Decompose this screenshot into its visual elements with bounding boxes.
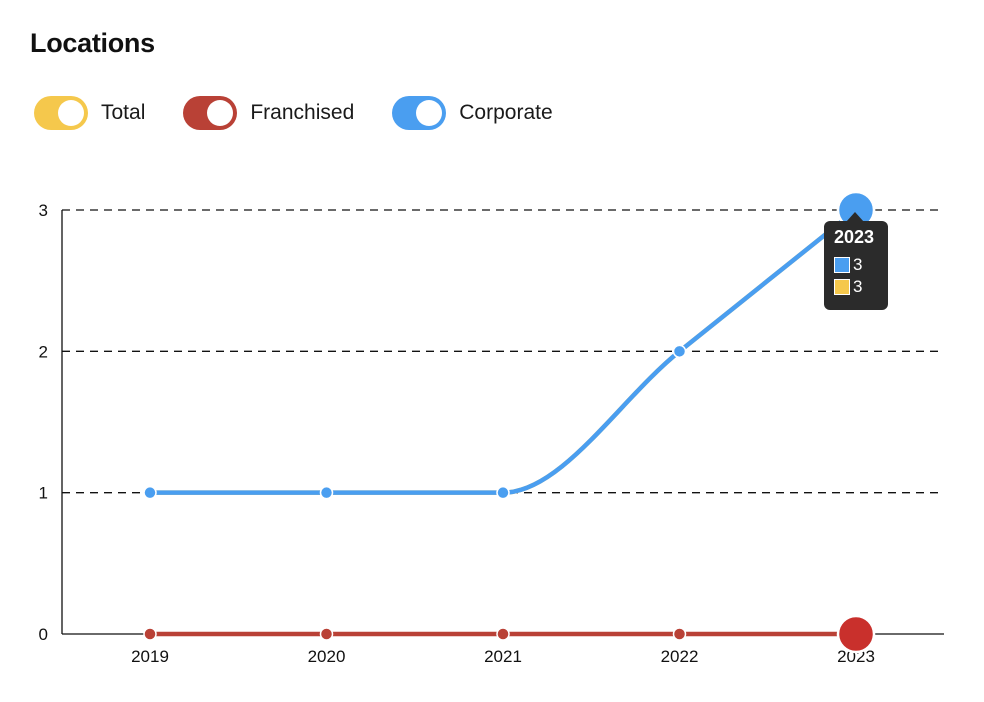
- tooltip-row-total: 3: [834, 276, 878, 298]
- tooltip-swatch-total: [834, 279, 850, 295]
- tooltip-title: 2023: [834, 227, 875, 247]
- data-point-franchised: [836, 614, 876, 654]
- tooltip-value-total: 3: [853, 277, 863, 296]
- toggle-knob: [58, 100, 84, 126]
- data-point-franchised: [672, 627, 687, 641]
- y-tick-label: 2: [39, 342, 48, 361]
- y-tick-label: 3: [39, 201, 48, 220]
- tooltip-value-corporate: 3: [853, 255, 863, 274]
- data-point-corporate: [143, 485, 157, 500]
- legend-item-franchised[interactable]: Franchised: [183, 96, 354, 130]
- toggle-knob: [416, 100, 443, 126]
- data-point-franchised: [496, 627, 510, 641]
- legend-label-corporate: Corporate: [459, 101, 553, 124]
- tooltip-row-corporate: 3: [834, 254, 878, 276]
- legend-item-corporate[interactable]: Corporate: [392, 96, 553, 130]
- data-point-corporate: [672, 344, 687, 359]
- x-tick-label: 2023: [837, 647, 875, 666]
- chart-tooltip: 2023 3 3: [824, 212, 888, 310]
- toggle-franchised[interactable]: [183, 96, 238, 130]
- data-point-franchised: [319, 627, 334, 641]
- data-point-corporate: [496, 485, 510, 500]
- x-tick-label: 2022: [661, 647, 699, 666]
- series-line-corporate: [147, 207, 859, 495]
- chart-title: Locations: [30, 28, 155, 58]
- toggle-total[interactable]: [34, 96, 88, 130]
- data-point-corporate: [319, 485, 334, 500]
- toggle-knob: [207, 100, 234, 126]
- legend-label-franchised: Franchised: [250, 101, 355, 124]
- toggle-corporate[interactable]: [392, 96, 447, 130]
- x-tick-label: 2020: [308, 647, 346, 666]
- x-tick-label: 2021: [484, 647, 522, 666]
- tooltip-swatch-corporate: [834, 257, 850, 273]
- legend: Total Franchised Corporate: [34, 96, 591, 130]
- y-tick-label: 1: [39, 484, 48, 503]
- legend-label-total: Total: [101, 101, 146, 124]
- y-tick-label: 0: [39, 625, 48, 644]
- x-tick-label: 2019: [131, 647, 169, 666]
- data-point-franchised: [143, 627, 157, 641]
- legend-item-total[interactable]: Total: [34, 96, 145, 130]
